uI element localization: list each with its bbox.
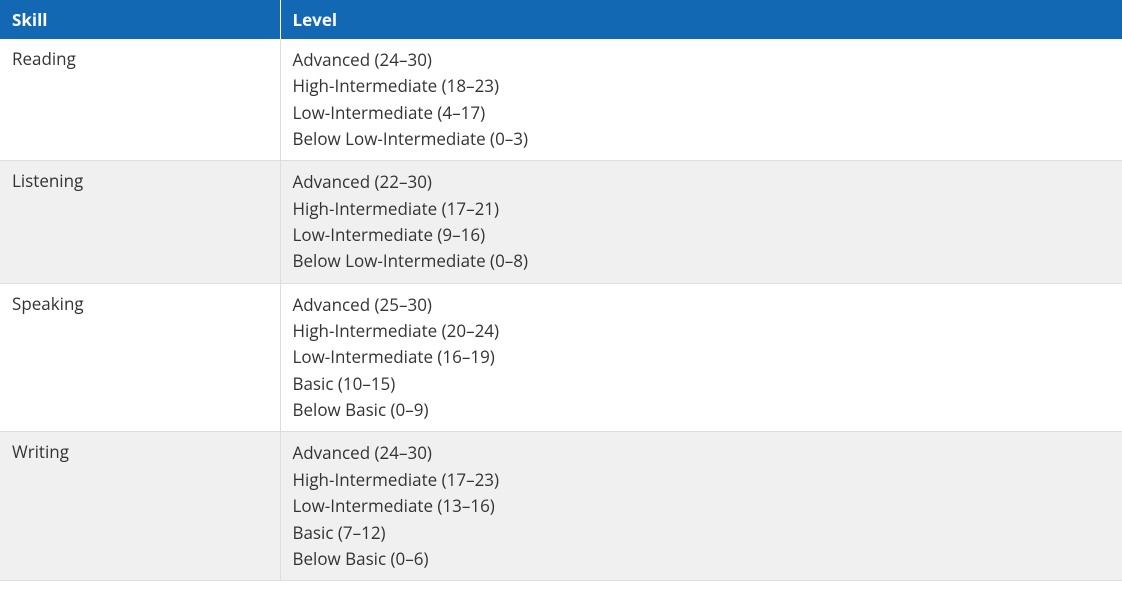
level-line: Below Low-Intermediate (0–8) (293, 248, 1111, 274)
table-row: SpeakingAdvanced (25–30)High-Intermediat… (0, 283, 1122, 432)
level-line: High-Intermediate (20–24) (293, 318, 1111, 344)
level-cell: Advanced (24–30)High-Intermediate (18–23… (280, 39, 1122, 161)
level-line: Advanced (25–30) (293, 292, 1111, 318)
skill-cell: Speaking (0, 283, 280, 432)
skills-table: Skill Level ReadingAdvanced (24–30)High-… (0, 0, 1122, 581)
level-cell: Advanced (25–30)High-Intermediate (20–24… (280, 283, 1122, 432)
skill-cell: Writing (0, 432, 280, 581)
level-line: High-Intermediate (17–21) (293, 196, 1111, 222)
level-line: Low-Intermediate (16–19) (293, 344, 1111, 370)
table-row: ListeningAdvanced (22–30)High-Intermedia… (0, 161, 1122, 283)
column-header-level: Level (280, 0, 1122, 39)
table-header-row: Skill Level (0, 0, 1122, 39)
level-line: Basic (7–12) (293, 520, 1111, 546)
level-line: Advanced (24–30) (293, 440, 1111, 466)
level-line: Low-Intermediate (4–17) (293, 100, 1111, 126)
column-header-skill: Skill (0, 0, 280, 39)
level-line: Below Basic (0–6) (293, 546, 1111, 572)
level-line: High-Intermediate (18–23) (293, 73, 1111, 99)
skill-cell: Reading (0, 39, 280, 161)
level-line: Advanced (22–30) (293, 169, 1111, 195)
skill-cell: Listening (0, 161, 280, 283)
level-cell: Advanced (24–30)High-Intermediate (17–23… (280, 432, 1122, 581)
table-row: WritingAdvanced (24–30)High-Intermediate… (0, 432, 1122, 581)
table-body: ReadingAdvanced (24–30)High-Intermediate… (0, 39, 1122, 581)
level-line: Below Low-Intermediate (0–3) (293, 126, 1111, 152)
level-line: Below Basic (0–9) (293, 397, 1111, 423)
level-line: Low-Intermediate (13–16) (293, 493, 1111, 519)
table-row: ReadingAdvanced (24–30)High-Intermediate… (0, 39, 1122, 161)
level-line: High-Intermediate (17–23) (293, 467, 1111, 493)
level-line: Low-Intermediate (9–16) (293, 222, 1111, 248)
level-cell: Advanced (22–30)High-Intermediate (17–21… (280, 161, 1122, 283)
level-line: Basic (10–15) (293, 371, 1111, 397)
level-line: Advanced (24–30) (293, 47, 1111, 73)
